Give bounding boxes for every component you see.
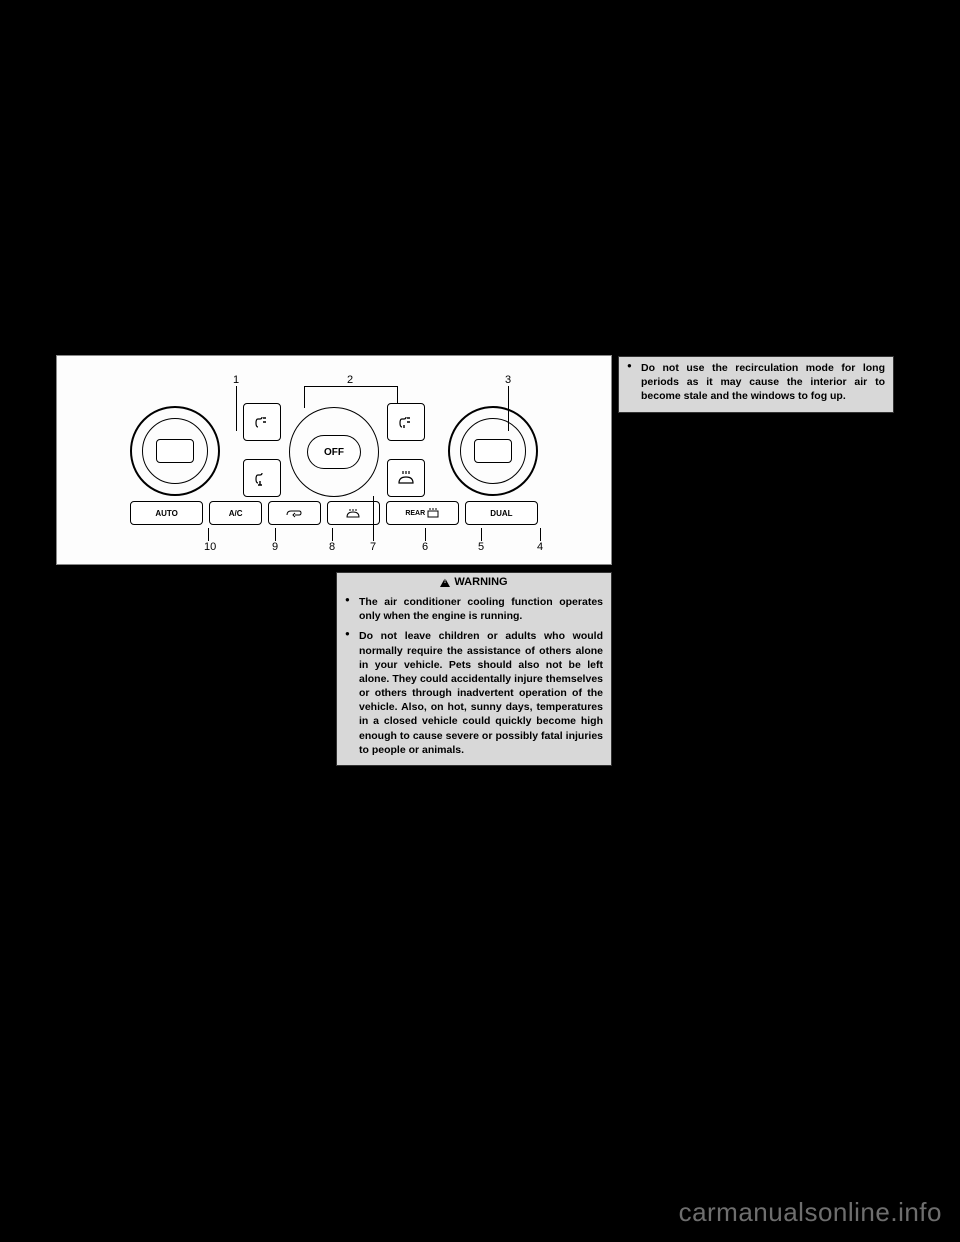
mode-outer-ring: OFF [289,407,379,497]
callout-10: 10 [204,541,216,553]
warning-label: WARNING [454,576,507,588]
panel-box: OFF AUTO A/C REAR DUAL [124,398,544,533]
mode-dial: OFF [229,403,439,503]
callout-8: 8 [329,541,335,553]
mode-icon-bl [243,459,281,497]
rear-defrost-button: REAR [386,501,459,525]
warning-continuation: Do not use the recirculation mode for lo… [618,356,894,413]
callout-6: 6 [422,541,428,553]
mode-icon-tr [387,403,425,441]
ac-button: A/C [209,501,262,525]
dial-display [474,439,512,463]
callout-line [304,386,397,387]
callout-7: 7 [370,541,376,553]
control-panel-diagram: 1 2 3 [56,355,612,565]
callout-2: 2 [347,374,353,386]
rear-label: REAR [405,510,425,517]
callout-line [540,528,541,541]
defrost-button [327,501,380,525]
button-row: AUTO A/C REAR DUAL [130,501,538,525]
off-button: OFF [307,435,361,469]
callout-9: 9 [272,541,278,553]
warning-header: WARNING [337,573,611,591]
callout-line [275,528,276,541]
mode-icon-br [387,459,425,497]
callout-4: 4 [537,541,543,553]
recirc-button [268,501,321,525]
watermark: carmanualsonline.info [679,1197,942,1228]
callout-line [332,528,333,541]
callout-1: 1 [233,374,239,386]
callout-5: 5 [478,541,484,553]
callout-line [208,528,209,541]
warning-item: The air conditioner cooling function ope… [345,595,603,623]
dual-button: DUAL [465,501,538,525]
callout-line [481,528,482,541]
warning-item: Do not use the recirculation mode for lo… [627,361,885,404]
warning-triangle-icon [440,578,450,587]
callout-line [373,496,374,541]
temperature-dial-left [130,406,220,496]
mode-icon-tl [243,403,281,441]
warning-box: WARNING The air conditioner cooling func… [336,572,612,766]
callout-3: 3 [505,374,511,386]
temperature-dial-right [448,406,538,496]
auto-button: AUTO [130,501,203,525]
warning-body: The air conditioner cooling function ope… [337,591,611,765]
dial-display [156,439,194,463]
diagram-inner: 1 2 3 [57,356,611,564]
callout-line [425,528,426,541]
warning-item: Do not leave children or adults who woul… [345,629,603,757]
